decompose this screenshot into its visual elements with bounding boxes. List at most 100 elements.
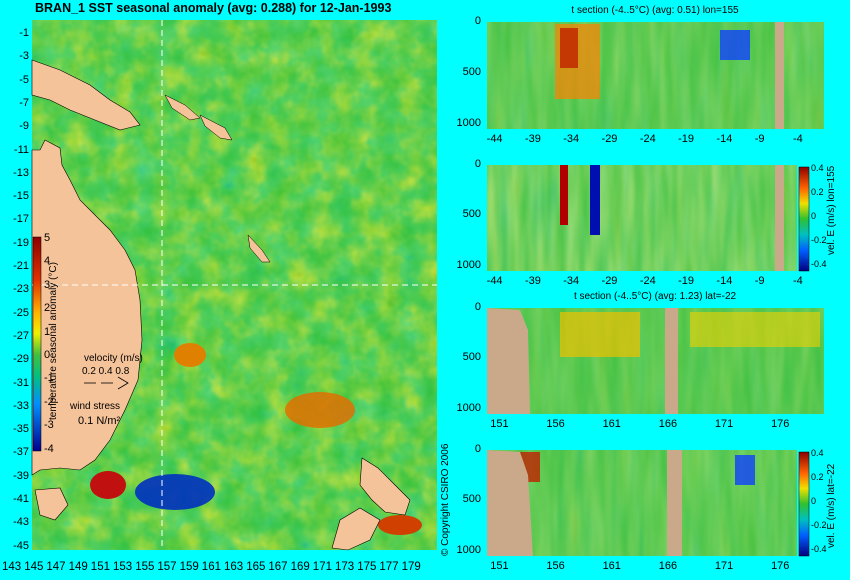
panel-4-x-tick-label: 156 bbox=[546, 560, 565, 572]
map-lon-tick-label: 177 bbox=[379, 561, 399, 573]
map-colorbar-tick-label: -4 bbox=[44, 442, 54, 455]
panel-4-x-tick-label: 161 bbox=[602, 560, 621, 572]
wind-stress-value: 0.1 N/m² bbox=[78, 415, 121, 427]
velocity-arrow-legend bbox=[84, 376, 129, 390]
warm-anomaly bbox=[174, 343, 206, 367]
map-colorbar-label: temperature seasonal anomaly (°C) bbox=[48, 262, 59, 420]
land-new-caledonia bbox=[247, 234, 271, 263]
panel-2-y-tick-label: 0 bbox=[474, 158, 481, 170]
land-new-zealand-south bbox=[331, 507, 381, 551]
map-colorbar-tick-label: 4 bbox=[44, 255, 51, 268]
panel-1-x-tick-label: -19 bbox=[678, 133, 695, 145]
map-lat-tick-label: -39 bbox=[13, 469, 29, 482]
panel-3-x-tick-label: 166 bbox=[658, 418, 678, 430]
panel-1-x-tick-label: -44 bbox=[486, 133, 503, 145]
panel-1-x-tick-label: -39 bbox=[524, 133, 541, 145]
land-tasmania bbox=[34, 487, 69, 521]
panel-4-x-tick-label: 151 bbox=[490, 560, 509, 572]
panel-2-x-tick-label: -4 bbox=[793, 275, 803, 287]
panel-1-x-tick-label: -14 bbox=[716, 133, 733, 145]
cool-anomaly bbox=[135, 474, 215, 510]
map-lon-tick-label: 155 bbox=[135, 561, 155, 573]
panel-2-y-tick-label: 1000 bbox=[456, 258, 481, 271]
map-lat-tick-label: -33 bbox=[13, 399, 29, 412]
panel-2-x-tick-label: -19 bbox=[678, 275, 695, 287]
land-islands bbox=[164, 94, 201, 121]
panel-1-x-tick-label: -9 bbox=[754, 133, 765, 145]
panel-2-colorbar bbox=[798, 166, 810, 272]
map-lat-tick-label: -23 bbox=[13, 283, 29, 296]
map-lat-tick-label: -27 bbox=[13, 329, 29, 342]
panel-2-colorbar-tick-label: 0.2 bbox=[811, 187, 824, 197]
map-lat-tick-label: -1 bbox=[19, 27, 29, 39]
map-lon-tick-label: 145 bbox=[24, 561, 44, 573]
panel-1-y-tick-label: 1000 bbox=[456, 116, 481, 129]
panel-4-colorbar-label: vel. E (m/s) lat=-22 bbox=[826, 463, 837, 548]
warm-anomaly bbox=[285, 392, 355, 428]
map-lat-tick-label: -41 bbox=[13, 493, 29, 505]
panel-2-colorbar-tick-label: 0.4 bbox=[811, 163, 824, 173]
panel-4-y-tick-label: 500 bbox=[462, 493, 481, 506]
map-lat-tick-label: -21 bbox=[13, 260, 29, 272]
map-lon-tick-label: 173 bbox=[335, 561, 355, 573]
map-lat-tick-label: -25 bbox=[13, 306, 29, 319]
panel-2-plot bbox=[487, 165, 797, 271]
map-lat-tick-label: -15 bbox=[13, 190, 29, 203]
map-lon-tick-label: 159 bbox=[179, 561, 199, 573]
panel-3-x-tick-label: 161 bbox=[602, 418, 621, 430]
map-lat-tick-label: -43 bbox=[13, 516, 29, 529]
panel-4-colorbar bbox=[798, 451, 810, 557]
panel-4-colorbar-tick-label: 0.2 bbox=[811, 472, 824, 482]
map-lat-tick-label: -13 bbox=[13, 166, 29, 179]
map-lat-tick-label: -45 bbox=[13, 539, 29, 552]
panel-2-y-tick-label: 500 bbox=[462, 208, 481, 221]
map-lat-tick-label: -35 bbox=[13, 423, 29, 436]
map-lon-tick-label: 153 bbox=[113, 561, 133, 573]
panel-4-x-tick-label: 176 bbox=[771, 560, 790, 572]
map-lon-tick-label: 143 bbox=[2, 561, 22, 573]
warm-anomaly bbox=[378, 515, 422, 535]
map-lon-tick-label: 179 bbox=[401, 561, 421, 573]
map-lat-tick-label: -17 bbox=[13, 213, 29, 226]
panel-1-title: t section (-4..5°C) (avg: 0.51) lon=155 bbox=[571, 5, 739, 16]
map-lon-tick-label: 149 bbox=[68, 561, 88, 573]
panel-3-y-tick-label: 1000 bbox=[456, 401, 481, 414]
panel-4-colorbar-tick-label: 0.4 bbox=[811, 448, 824, 458]
panel-3-x-tick-label: 156 bbox=[546, 418, 565, 430]
panel-4-x-tick-label: 171 bbox=[714, 560, 734, 572]
map-colorbar-tick-label: 5 bbox=[44, 232, 51, 244]
panel-1-x-tick-label: -24 bbox=[639, 133, 656, 145]
map-lon-tick-label: 165 bbox=[246, 561, 266, 573]
map-lat-tick-label: -5 bbox=[19, 73, 29, 86]
map-lat-tick-label: -3 bbox=[19, 50, 29, 63]
panel-1-x-tick-label: -29 bbox=[601, 133, 618, 145]
map-lon-tick-label: 169 bbox=[290, 561, 310, 573]
panel-2-x-tick-label: -24 bbox=[639, 275, 656, 287]
map-lon-tick-label: 147 bbox=[46, 561, 66, 573]
map-lat-tick-label: -37 bbox=[13, 446, 29, 459]
panel-3-x-tick-label: 176 bbox=[771, 418, 790, 430]
panel-4-y-tick-label: 0 bbox=[474, 443, 481, 455]
panel-4-y-tick-label: 1000 bbox=[456, 543, 481, 556]
panel-3-y-tick-label: 0 bbox=[474, 301, 481, 313]
panel-4-colorbar-tick-label: -0.2 bbox=[811, 520, 827, 530]
panel-2-x-tick-label: -29 bbox=[601, 275, 618, 287]
land-new-zealand-north bbox=[359, 457, 411, 516]
panel-3-x-tick-label: 151 bbox=[490, 418, 509, 430]
map-lon-tick-label: 161 bbox=[201, 561, 221, 573]
panel-3-title: t section (-4..5°C) (avg: 1.23) lat=-22 bbox=[573, 291, 737, 302]
panel-2-colorbar-tick-label: 0 bbox=[811, 211, 817, 221]
panel-4-x-tick-label: 166 bbox=[658, 560, 678, 572]
panel-2-colorbar-tick-label: -0.2 bbox=[811, 235, 827, 245]
panel-4-colorbar-tick-label: -0.4 bbox=[811, 544, 827, 554]
map-colorbar-tick-label: -3 bbox=[44, 419, 54, 432]
map-lon-tick-label: 175 bbox=[357, 561, 377, 573]
velocity-label: velocity (m/s) bbox=[84, 353, 143, 364]
map-colorbar-tick-label: 3 bbox=[44, 278, 51, 291]
velocity-ticks: 0.2 0.4 0.8 bbox=[82, 366, 130, 377]
map-lon-tick-label: 163 bbox=[224, 561, 244, 573]
map-lat-tick-label: -11 bbox=[13, 143, 29, 156]
map-lon-tick-label: 171 bbox=[312, 561, 332, 573]
panel-2-x-tick-label: -39 bbox=[524, 275, 541, 287]
